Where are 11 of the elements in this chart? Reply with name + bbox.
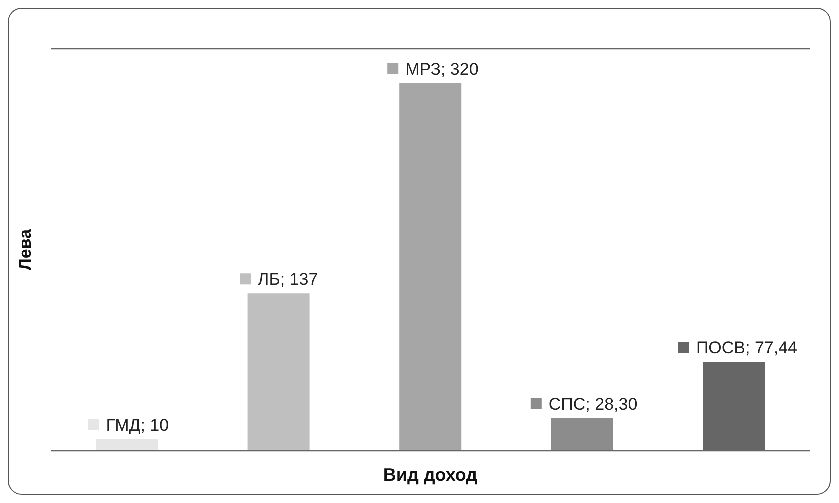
data-label: ГМД; 10	[106, 416, 170, 436]
data-label: МРЗ; 320	[406, 60, 479, 79]
bar	[96, 440, 158, 451]
data-label: ЛБ; 137	[258, 270, 318, 290]
bar	[551, 418, 614, 451]
bar	[400, 83, 462, 451]
data-label: ПОСВ; 77,44	[696, 338, 798, 358]
x-axis-title: Вид доход	[383, 465, 478, 485]
data-label: СПС; 28,30	[548, 394, 638, 414]
bar	[248, 294, 310, 451]
y-axis-title: Лева	[16, 228, 36, 271]
